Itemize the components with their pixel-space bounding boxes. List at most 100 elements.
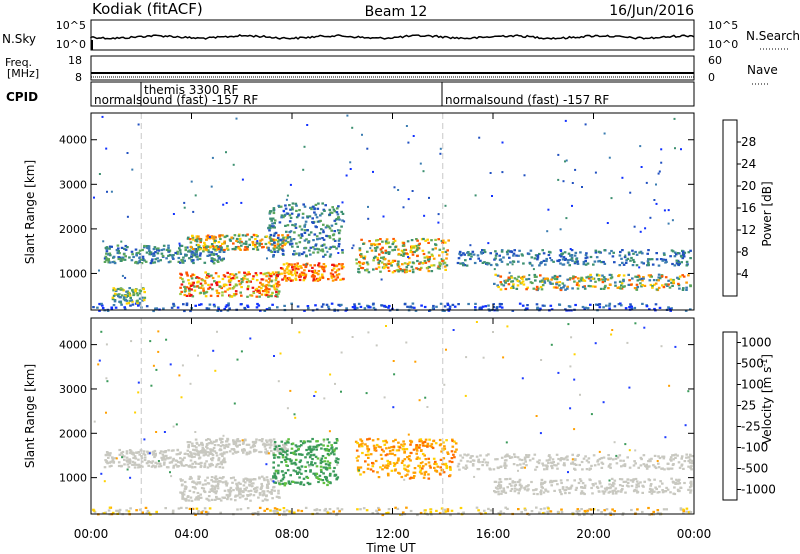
velocity-cell (446, 510, 450, 513)
power-cell (670, 281, 673, 284)
velocity-cell (364, 453, 368, 457)
power-sparse-cell (98, 173, 101, 175)
power-sparse-cell (303, 145, 306, 148)
power-cell (414, 249, 418, 252)
power-cell (318, 237, 321, 240)
velocity-colorbar-label: Velocity [m s-1] (760, 354, 775, 444)
power-cell (239, 241, 242, 244)
power-cell (211, 245, 215, 248)
velocity-cell (183, 490, 186, 493)
power-cell (318, 265, 321, 268)
power-cell (243, 277, 247, 280)
power-cell (221, 234, 224, 237)
velocity-cell (190, 477, 193, 480)
velocity-cell (434, 442, 438, 445)
velocity-cell (193, 481, 196, 484)
velocity-cell (201, 446, 205, 449)
velocity-cell (150, 465, 154, 468)
velocity-cell (578, 478, 582, 481)
power-cell (633, 287, 637, 290)
power-cell (300, 271, 304, 274)
power-cell (209, 253, 213, 256)
velocity-cell (448, 460, 452, 463)
velocity-cell (272, 475, 275, 478)
velocity-cell (523, 507, 527, 510)
power-cell (512, 254, 515, 257)
velocity-cell (580, 460, 584, 464)
power-cell (235, 239, 238, 242)
velocity-cell (554, 479, 558, 482)
velocity-cell (369, 453, 373, 456)
power-cell (221, 294, 224, 297)
power-cell (669, 309, 672, 312)
power-cell (589, 285, 592, 288)
power-cell (189, 245, 193, 248)
power-cell (604, 278, 607, 281)
power-cell (238, 237, 242, 240)
velocity-cell (518, 483, 522, 486)
velocity-cell (281, 448, 284, 451)
power-cell (516, 284, 520, 287)
power-cell (589, 255, 593, 259)
power-cell (623, 256, 627, 259)
power-cell (304, 265, 308, 268)
power-cell (440, 258, 444, 261)
velocity-cell (117, 464, 121, 468)
velocity-cell (616, 456, 620, 459)
power-cell (416, 254, 419, 258)
velocity-sparse-cell (289, 389, 292, 392)
velocity-cell (237, 490, 241, 493)
power-sparse-cell (208, 236, 211, 239)
power-cell (135, 254, 138, 257)
power-cell (212, 235, 216, 238)
power-cell (189, 275, 193, 278)
power-cell (387, 259, 391, 262)
velocity-cell (610, 477, 614, 480)
velocity-cell (504, 491, 508, 494)
velocity-cell (248, 484, 252, 487)
power-cell (585, 276, 588, 279)
power-cell (362, 261, 366, 265)
power-sparse-cell (489, 172, 492, 174)
power-cell (457, 257, 461, 260)
power-cell (407, 257, 411, 260)
power-cell (202, 287, 205, 290)
velocity-cell (570, 484, 574, 487)
power-cell (333, 219, 337, 222)
velocity-cell (226, 498, 229, 501)
velocity-cell (386, 467, 389, 470)
power-cell (681, 251, 685, 254)
power-cell (297, 268, 300, 271)
power-cell (340, 264, 344, 267)
power-cell (227, 302, 230, 305)
velocity-cell (416, 513, 419, 517)
velocity-sparse-cell (126, 468, 129, 471)
power-cell (237, 234, 241, 237)
power-cell (617, 303, 621, 306)
velocity-cell (266, 490, 270, 493)
velocity-cell (201, 451, 205, 454)
velocity-cell (275, 470, 278, 473)
power-cell (172, 257, 175, 260)
velocity-cell (432, 440, 435, 443)
velocity-sparse-cell (464, 394, 467, 397)
velocity-cell (211, 454, 215, 457)
velocity-cell (208, 451, 211, 454)
velocity-cell (205, 445, 208, 448)
power-cell (413, 245, 417, 248)
power-cell (593, 260, 597, 263)
power-cell (256, 248, 260, 251)
velocity-cell (502, 487, 505, 490)
power-cell (669, 278, 673, 281)
power-cell (176, 250, 179, 253)
velocity-cell (274, 477, 278, 480)
velocity-cell (223, 496, 226, 499)
velocity-cell (410, 476, 413, 479)
velocity-cell (304, 506, 308, 509)
power-cell (683, 251, 687, 254)
velocity-cell (663, 490, 667, 493)
velocity-cell (409, 509, 413, 513)
velocity-cell (386, 472, 390, 475)
velocity-cell (653, 478, 656, 481)
power-cell (434, 243, 437, 246)
